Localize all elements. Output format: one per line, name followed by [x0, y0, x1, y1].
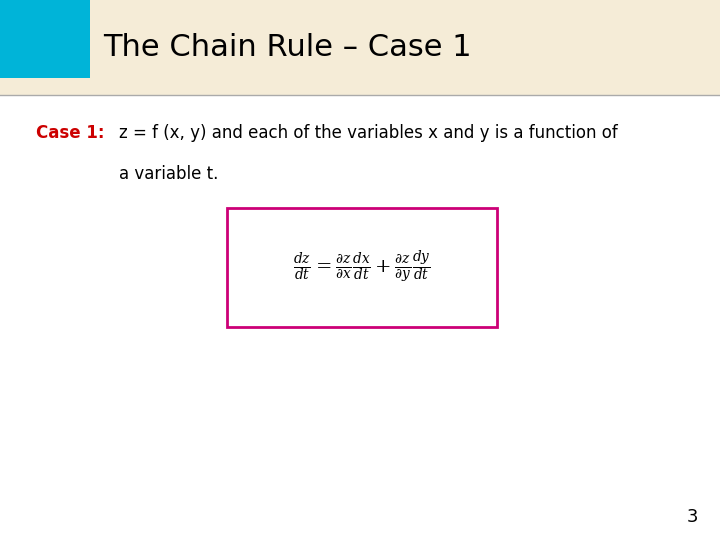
Text: z = f (x, y) and each of the variables x and y is a function of: z = f (x, y) and each of the variables x… [119, 124, 618, 142]
Bar [0, 0, 720, 94]
Text: Case 1:: Case 1: [36, 124, 104, 142]
Bar [227, 208, 497, 327]
Bar [0, 0, 90, 78]
Text: 3: 3 [687, 509, 698, 526]
Text: $\frac{dz}{dt} = \frac{\partial z}{\partial x}\frac{dx}{dt} + \frac{\partial z}{: $\frac{dz}{dt} = \frac{\partial z}{\part… [293, 248, 431, 286]
Text: a variable t.: a variable t. [119, 165, 218, 183]
Text: The Chain Rule – Case 1: The Chain Rule – Case 1 [103, 33, 472, 62]
